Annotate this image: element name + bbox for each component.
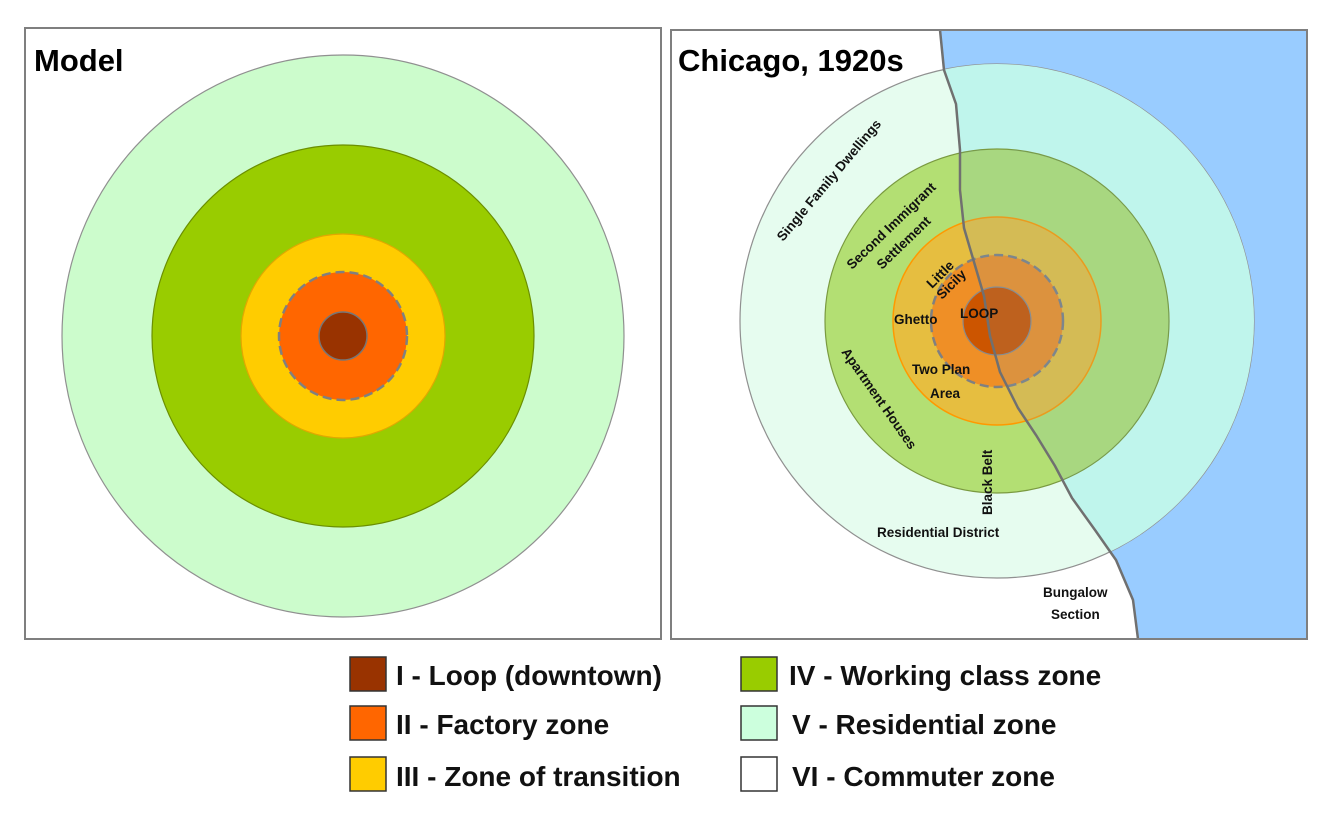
label-bungalow: Bungalow xyxy=(1043,585,1108,600)
model-panel: Model xyxy=(24,27,662,640)
legend-swatch-zone-v xyxy=(740,705,778,741)
label-section: Section xyxy=(1051,607,1100,622)
chicago-zone-i-loop xyxy=(962,286,1032,356)
legend-swatch-zone-iv xyxy=(740,656,778,692)
legend-label-zone-iv: IV - Working class zone xyxy=(789,660,1101,691)
chicago-title: Chicago, 1920s xyxy=(678,43,904,78)
legend-swatch-zone-ii xyxy=(349,705,387,741)
legend-label-zone-iii: III - Zone of transition xyxy=(396,761,681,792)
model-zone-i-loop xyxy=(318,311,368,361)
label-two-plan: Two Plan xyxy=(912,362,970,377)
legend-swatch-zone-i xyxy=(349,656,387,692)
legend: I - Loop (downtown) II - Factory zone II… xyxy=(349,656,1101,792)
label-residential-district: Residential District xyxy=(877,525,1000,540)
legend-label-zone-vi: VI - Commuter zone xyxy=(792,761,1055,792)
legend-swatch-zone-vi xyxy=(740,756,778,792)
shoreline xyxy=(938,30,1140,639)
legend-label-zone-i: I - Loop (downtown) xyxy=(396,660,662,691)
label-area: Area xyxy=(930,386,961,401)
legend-swatch-zone-iii xyxy=(349,756,387,792)
chicago-panel: Chicago, 1920s Single Family Dwellings S… xyxy=(670,29,1308,640)
label-ghetto: Ghetto xyxy=(894,312,938,327)
label-black-belt: Black Belt xyxy=(980,449,995,515)
legend-label-zone-v: V - Residential zone xyxy=(792,709,1057,740)
label-loop: LOOP xyxy=(960,306,998,321)
model-title: Model xyxy=(34,43,124,78)
legend-label-zone-ii: II - Factory zone xyxy=(396,709,609,740)
chicago-panel-frame xyxy=(670,29,1308,640)
